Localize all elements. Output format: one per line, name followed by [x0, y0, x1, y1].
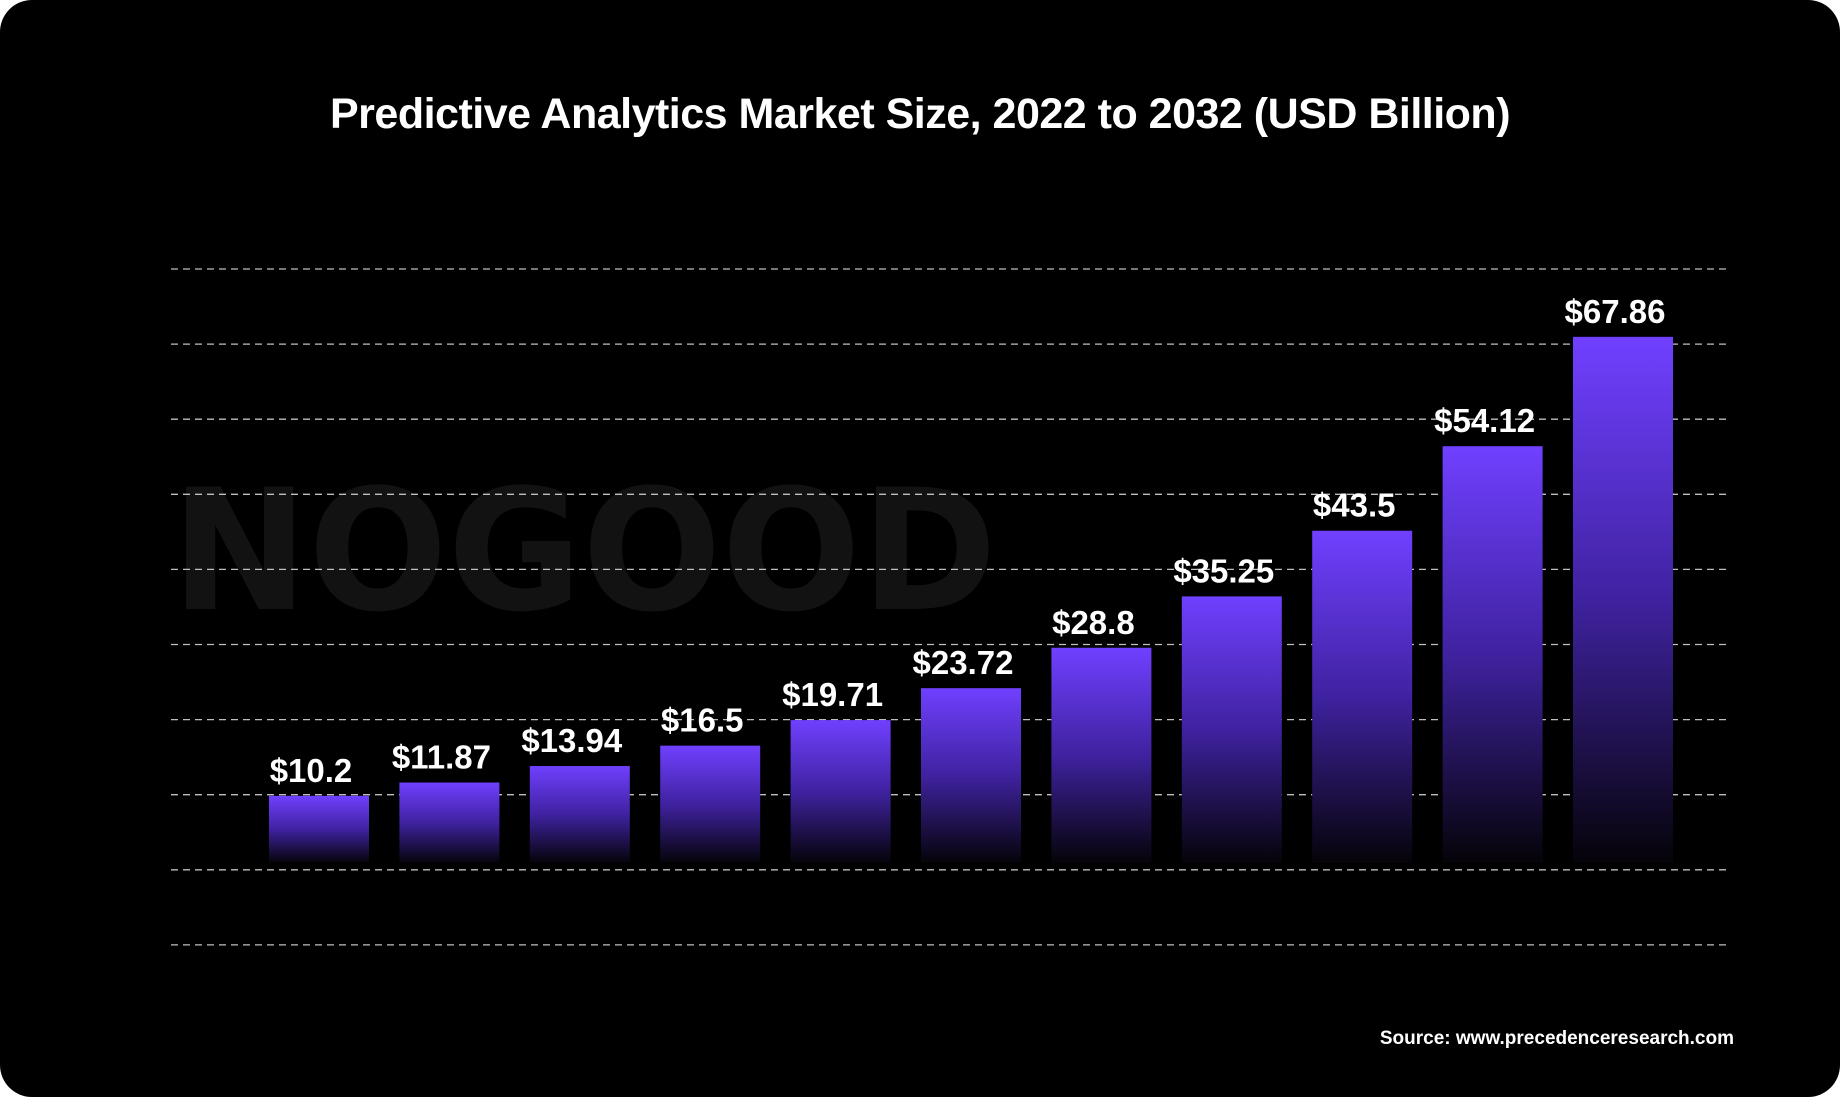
data-label-2022: $10.2 — [270, 752, 353, 789]
source-note: Source: www.precedenceresearch.com — [1379, 1028, 1734, 1049]
bar-2027 — [921, 688, 1021, 863]
bar-2026 — [790, 720, 891, 863]
bar-2032 — [1573, 336, 1673, 863]
data-label-2024: $13.94 — [521, 722, 623, 759]
bar-2025 — [660, 745, 761, 863]
bar-2023 — [399, 782, 500, 863]
data-label-2030: $43.5 — [1313, 487, 1396, 524]
data-label-2032: $67.86 — [1565, 293, 1666, 330]
bar-2029 — [1181, 596, 1282, 863]
data-label-2023: $11.87 — [392, 739, 491, 776]
data-label-2031: $54.12 — [1434, 402, 1535, 439]
bar-2028 — [1051, 647, 1152, 863]
bars — [269, 336, 1673, 863]
bar-2024 — [529, 766, 630, 863]
data-label-2025: $16.5 — [661, 702, 744, 739]
data-labels: $10.2 $11.87 $13.94 $16.5 $19.71 $23.72 $28.8 $… — [270, 293, 1666, 789]
data-label-2027: $23.72 — [913, 644, 1014, 681]
data-label-2029: $35.25 — [1173, 552, 1274, 589]
bar-2031 — [1442, 446, 1543, 863]
chart-title: Predictive Analytics Market Size, 2022 t… — [329, 90, 1511, 138]
bar-2030 — [1312, 530, 1413, 863]
nogood-watermark-logo: NOGOOD — [171, 453, 997, 649]
data-label-2026: $19.71 — [782, 676, 883, 713]
bar-2022 — [269, 795, 369, 863]
data-label-2028: $28.8 — [1052, 604, 1135, 641]
